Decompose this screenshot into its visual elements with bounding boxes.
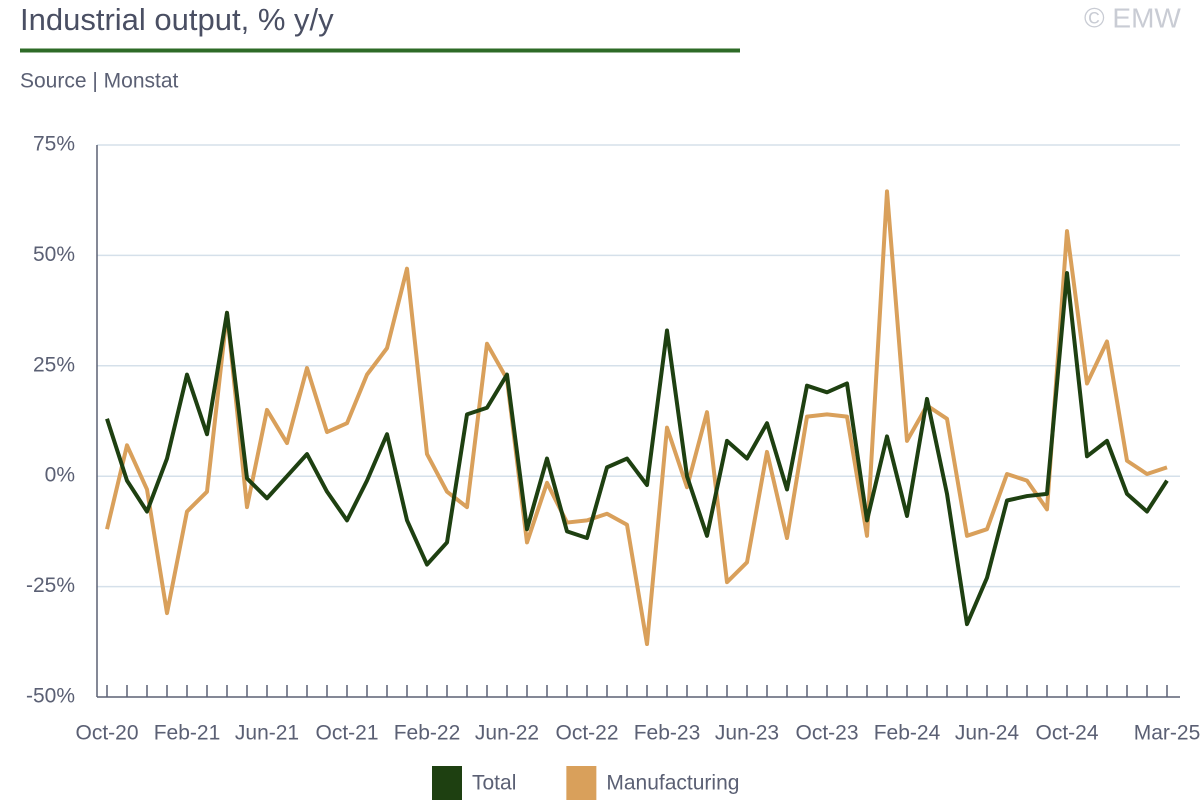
y-tick-label: 25%: [33, 353, 75, 376]
y-tick-label: -50%: [26, 685, 75, 708]
legend-label: Total: [472, 772, 516, 795]
y-tick-label: 75%: [33, 133, 75, 156]
legend-swatch: [432, 766, 462, 800]
series-line: [105, 189, 1168, 647]
legend-swatch: [566, 766, 597, 800]
x-tick-label: Oct-21: [315, 722, 378, 745]
x-tick-label: Feb-22: [394, 722, 461, 745]
x-tick-label: Jun-24: [955, 722, 1020, 745]
legend-label: Manufacturing: [606, 772, 739, 795]
x-tick-label: Feb-23: [634, 722, 701, 745]
x-tick-label: Jun-23: [715, 722, 779, 745]
subtitle: Source | Monstat: [20, 70, 179, 93]
x-tick-label: Feb-21: [154, 722, 221, 745]
x-tick-label: Oct-23: [795, 722, 858, 745]
y-tick-label: -25%: [26, 574, 75, 597]
x-tick-label: Jun-21: [235, 722, 299, 745]
x-tick-label: Oct-24: [1035, 722, 1098, 745]
x-tick-label: Oct-20: [75, 722, 138, 745]
x-tick-label: Jun-22: [475, 722, 539, 745]
x-tick-label: Oct-22: [555, 722, 618, 745]
y-tick-label: 0%: [45, 464, 75, 487]
series-line: [105, 271, 1169, 627]
y-tick-label: 50%: [33, 243, 75, 266]
x-tick-label: Feb-24: [874, 722, 941, 745]
chart-title: Industrial output, % y/y: [20, 2, 334, 37]
credit: © EMW: [1084, 2, 1181, 33]
x-tick-label: Mar-25: [1134, 722, 1200, 745]
